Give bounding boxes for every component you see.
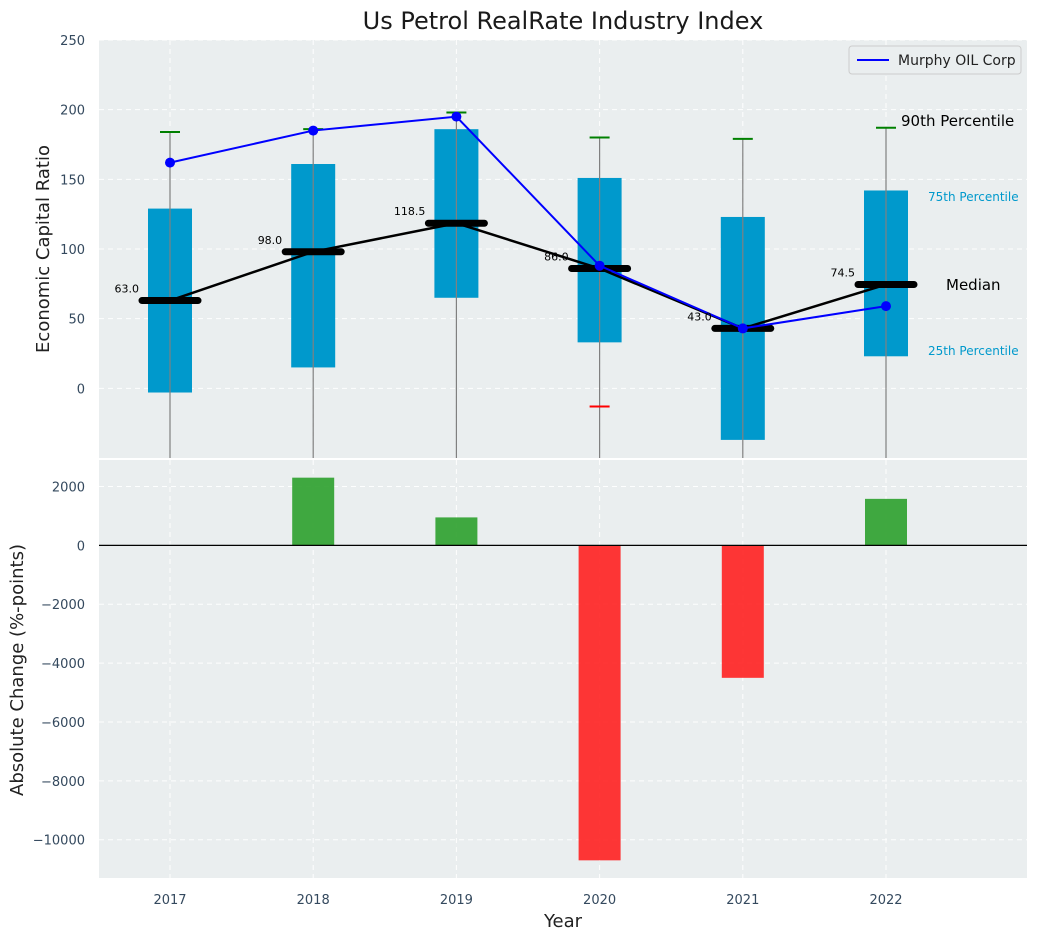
median-value-label: 118.5: [394, 205, 426, 218]
series-point-murphy: [737, 323, 748, 334]
series-point-murphy: [165, 157, 175, 168]
series-point-murphy: [594, 260, 605, 271]
bottom-y-tick-label: −6000: [41, 716, 85, 731]
change-bar: [578, 545, 621, 861]
median-value-label: 74.5: [831, 267, 856, 280]
top-y-tick-label: 0: [77, 382, 85, 397]
top-y-tick-label: 100: [60, 243, 85, 258]
median-value-label: 86.0: [544, 251, 569, 264]
series-line-murphy: [169, 115, 887, 330]
x-tick-label: 2022: [869, 893, 902, 908]
legend-label: Murphy OIL Corp: [898, 53, 1016, 69]
top-y-tick-label: 50: [68, 313, 85, 328]
annotation-75th-percentile: 75th Percentile: [928, 190, 1019, 204]
bottom-y-axis-label: Absolute Change (%-points): [7, 544, 28, 796]
bottom-y-tick-label: −2000: [41, 598, 85, 613]
top-y-tick-label: 250: [60, 34, 85, 49]
legend: Murphy OIL Corp: [848, 45, 1022, 75]
bottom-y-tick-label: −8000: [41, 775, 85, 790]
bottom-panel: 2000 0 −2000 −4000 −6000 −8000 −10000 Absolute…: [7, 460, 1027, 878]
top-y-tick-label: 150: [60, 173, 85, 188]
x-axis-label: Year: [543, 911, 583, 932]
bottom-y-tick-label: 0: [77, 539, 85, 554]
x-tick-label: 2021: [726, 893, 759, 908]
top-y-tick-label: 200: [60, 104, 85, 119]
x-tick-label: 2020: [583, 893, 616, 908]
change-bar: [292, 477, 335, 546]
annotation-median: Median: [946, 276, 1001, 294]
x-tick-label: 2018: [297, 893, 330, 908]
median-value-label: 43.0: [687, 310, 712, 323]
x-tick-label: 2019: [440, 893, 473, 908]
x-tick-label: 2017: [153, 893, 186, 908]
annotation-90th-percentile: 90th Percentile: [901, 112, 1014, 130]
legend-box: [848, 45, 1022, 75]
median-value-label: 63.0: [115, 283, 140, 296]
bottom-y-tick-label: −4000: [41, 657, 85, 672]
change-bar: [435, 517, 478, 546]
change-bar: [865, 498, 907, 546]
top-panel: 63.0 98.0 118.5 86.0 43.0 74.5 0 50 100 150 200 25…: [33, 34, 1027, 458]
median-line: [169, 221, 887, 330]
bottom-y-tick-label: 2000: [52, 480, 85, 495]
bottom-y-tick-label: −10000: [33, 834, 85, 849]
annotation-25th-percentile: 25th Percentile: [928, 344, 1019, 358]
series-point-murphy: [881, 301, 891, 312]
median-value-label: 98.0: [258, 234, 283, 247]
top-y-axis-label: Economic Capital Ratio: [33, 145, 54, 353]
chart-title: Us Petrol RealRate Industry Index: [363, 7, 764, 35]
series-point-murphy: [451, 111, 462, 122]
series-point-murphy: [308, 125, 319, 136]
change-bar: [721, 545, 764, 678]
